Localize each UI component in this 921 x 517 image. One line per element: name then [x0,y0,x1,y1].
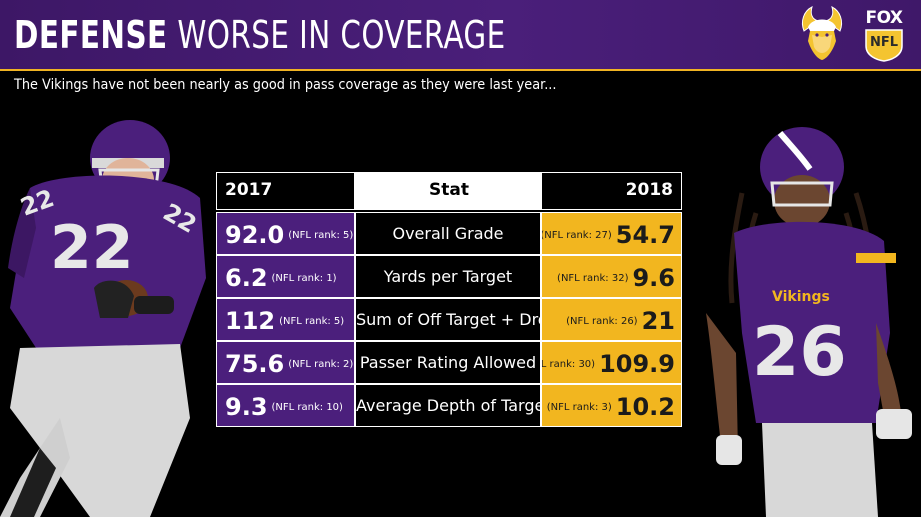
row-0-2017: 92.0 (NFL rank: 5) [216,212,355,255]
row-3-stat-label: Passer Rating Allowed [359,353,537,372]
row-3-2018-value: 109.9 [599,350,675,378]
right-jersey-number: 26 [752,313,847,392]
row-1-stat: Yards per Target [355,255,541,298]
row-4-stat: Average Depth of Target [355,384,541,427]
row-1-2018-rank: (NFL rank: 32) [557,272,629,284]
fox-text: FOX [865,8,903,28]
fox-nfl-logo: FOX NFL [859,6,909,64]
row-4-2018-rank: (NFL rank: 3) [546,401,612,413]
row-2-stat: Sum of Off Target + Drops [355,298,541,341]
row-1-stat-label: Yards per Target [383,267,513,286]
row-1-2017: 6.2 (NFL rank: 1) [216,255,355,298]
row-4-stat-label: Average Depth of Target [356,396,541,415]
header-2018-label: 2018 [625,180,673,200]
header-banner: DEFENSE WORSE IN COVERAGE FOX NFL [0,0,921,71]
row-3-stat: Passer Rating Allowed [355,341,541,384]
right-jersey-text: Vikings [772,289,830,305]
left-jersey-number: 22 [50,213,134,283]
row-2-2018: (NFL rank: 26) 21 [541,298,682,341]
vikings-logo-icon [801,6,843,60]
row-4-2017-value: 9.3 [225,393,268,421]
player-right-image: Vikings 26 [706,127,912,517]
row-2-2017: 112 (NFL rank: 5) [216,298,355,341]
row-2-2017-value: 112 [225,307,276,335]
row-1-2017-rank: (NFL rank: 1) [271,272,337,284]
nfl-text: NFL [869,35,899,50]
row-0-2017-rank: (NFL rank: 5) [288,229,354,241]
nfl-shield-icon [865,29,903,62]
row-1-2018-value: 9.6 [632,264,675,292]
row-3-2018: (NFL rank: 30)109.9 [541,341,682,384]
row-3-2018-rank: (NFL rank: 30) [541,358,596,370]
row-2-2018-value: 21 [641,307,675,335]
header-2017: 2017 [216,172,355,210]
row-1-2018: (NFL rank: 32) 9.6 [541,255,682,298]
row-4-2018: (NFL rank: 3) 10.2 [541,384,682,427]
header-2017-label: 2017 [225,180,273,200]
page-title: DEFENSE WORSE IN COVERAGE [14,12,506,58]
title-bold: DEFENSE [14,13,168,57]
row-2-2017-rank: (NFL rank: 5) [279,315,345,327]
row-3-2017: 75.6 (NFL rank: 2) [216,341,355,384]
header-stat: Stat [355,172,541,210]
row-0-2018-rank: (NFL rank: 27) [541,229,612,241]
subtitle: The Vikings have not been nearly as good… [14,77,557,93]
row-0-2017-value: 92.0 [225,221,285,249]
row-0-stat-label: Overall Grade [392,224,504,243]
row-4-2018-value: 10.2 [615,393,675,421]
header-stat-label: Stat [429,180,469,200]
row-1-2017-value: 6.2 [225,264,268,292]
row-4-2017: 9.3 (NFL rank: 10) [216,384,355,427]
header-2018: 2018 [541,172,682,210]
row-0-stat: Overall Grade [355,212,541,255]
title-rest: WORSE IN COVERAGE [167,13,506,57]
row-3-2017-rank: (NFL rank: 2) [288,358,354,370]
player-left-image: 22 22 22 [0,120,206,517]
row-2-stat-label: Sum of Off Target + Drops [356,310,540,329]
row-0-2018: (NFL rank: 27) 54.7 [541,212,682,255]
row-4-2017-rank: (NFL rank: 10) [271,401,343,413]
row-0-2018-value: 54.7 [615,221,675,249]
row-3-2017-value: 75.6 [225,350,285,378]
row-2-2018-rank: (NFL rank: 26) [566,315,638,327]
